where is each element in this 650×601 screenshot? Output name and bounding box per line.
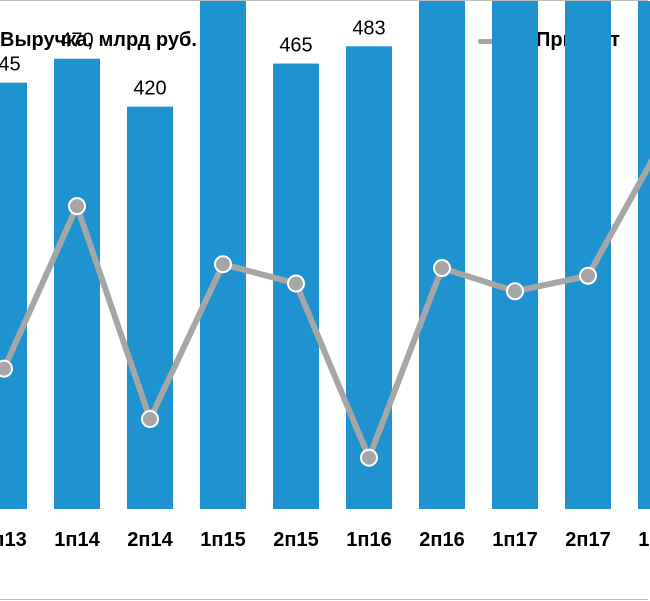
- x-tick-label: 1п18: [638, 529, 650, 551]
- growth-marker-1п14: [68, 197, 86, 216]
- bar-2п14: [127, 106, 173, 509]
- x-tick-label: 2п13: [0, 529, 27, 551]
- bar-2п17: [565, 1, 611, 510]
- bar-1п18: [638, 1, 650, 509]
- growth-marker-2п15: [287, 274, 305, 293]
- legend-bar-label: Выручка, млрд руб.: [0, 29, 197, 51]
- growth-marker-2п16: [433, 259, 451, 278]
- bar-value-label: 420: [133, 78, 166, 100]
- bar-value-label: 470: [60, 30, 93, 52]
- growth-marker-2п14: [141, 409, 159, 428]
- x-tick-label: 2п17: [565, 529, 610, 551]
- growth-marker-2п17: [579, 266, 597, 285]
- x-tick-label: 1п17: [492, 529, 537, 551]
- growth-marker-1п16: [360, 448, 378, 467]
- x-tick-label: 2п14: [127, 529, 173, 551]
- bar-1п15: [200, 1, 246, 509]
- bar-1п14: [54, 58, 100, 510]
- x-tick-label: 1п15: [200, 529, 245, 551]
- x-tick-label: 2п15: [273, 529, 318, 551]
- growth-marker-1п17: [506, 282, 524, 301]
- bar-value-label: 483: [352, 17, 385, 39]
- growth-line: [1, 157, 650, 461]
- bar-value-label: 445: [0, 54, 21, 76]
- bar-value-label: 465: [279, 35, 312, 57]
- bar-2п13: [0, 82, 27, 509]
- bar-1п17: [492, 1, 538, 510]
- bar-1п16: [346, 46, 392, 509]
- x-tick-label: 1п16: [346, 529, 391, 551]
- bar-2п16: [419, 1, 465, 509]
- growth-marker-1п15: [214, 255, 232, 274]
- growth-marker-2п13: [0, 359, 13, 378]
- x-tick-label: 1п14: [54, 529, 100, 551]
- x-tick-label: 2п16: [419, 529, 464, 551]
